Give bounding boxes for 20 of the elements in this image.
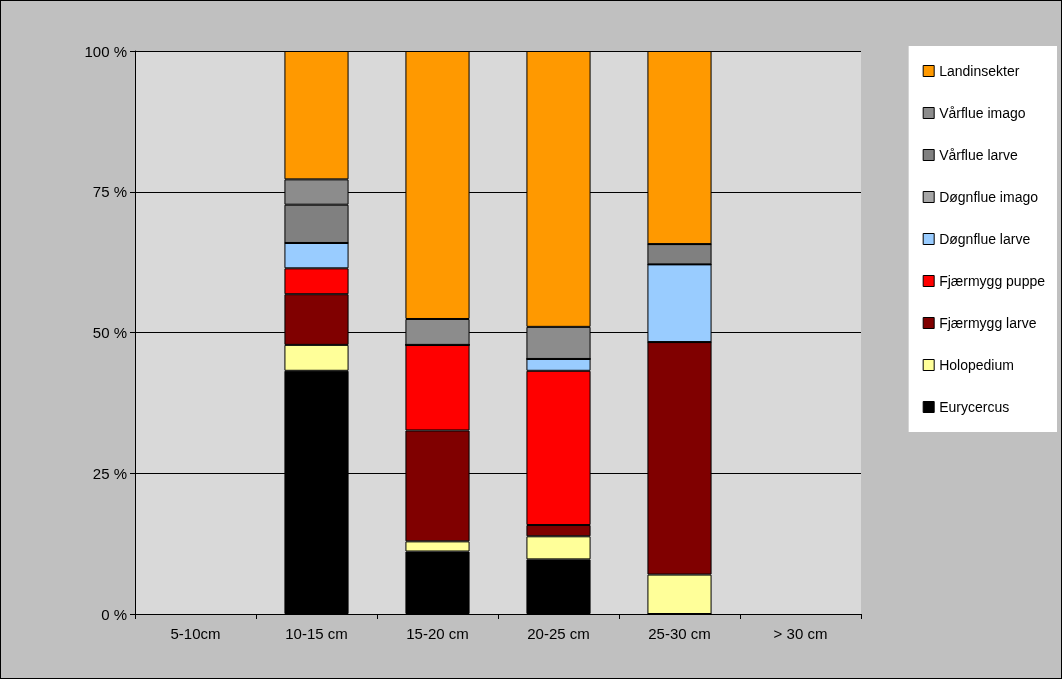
legend-label: Fjærmygg larve (939, 315, 1037, 331)
x-tick-label: > 30 cm (773, 625, 828, 642)
y-tick-label: 100 % (84, 42, 127, 60)
legend-label: Eurycercus (939, 399, 1010, 415)
y-tick-label: 50 % (92, 324, 127, 341)
legend-label: Døgnflue larve (939, 231, 1031, 247)
legend-label: Holopedium (939, 357, 1014, 373)
legend-label: Vårflue imago (939, 105, 1026, 121)
x-tick-label: 20-25 cm (527, 625, 590, 642)
x-tick-label: 5-10cm (170, 625, 221, 642)
legend-label: Landinsekter (939, 63, 1020, 79)
y-tick-label: 25 % (92, 464, 127, 482)
legend-label: Døgnflue imago (939, 189, 1039, 205)
x-tick-label: 15-20 cm (406, 625, 469, 642)
y-tick-label: 75 % (92, 183, 127, 201)
x-tick-label: 25-30 cm (648, 625, 711, 642)
x-tick-label: 10-15 cm (285, 625, 348, 642)
legend-label: Vårflue larve (939, 147, 1018, 163)
legend-label: Fjærmygg puppe (939, 273, 1046, 289)
y-tick-label: 0 % (101, 605, 127, 623)
